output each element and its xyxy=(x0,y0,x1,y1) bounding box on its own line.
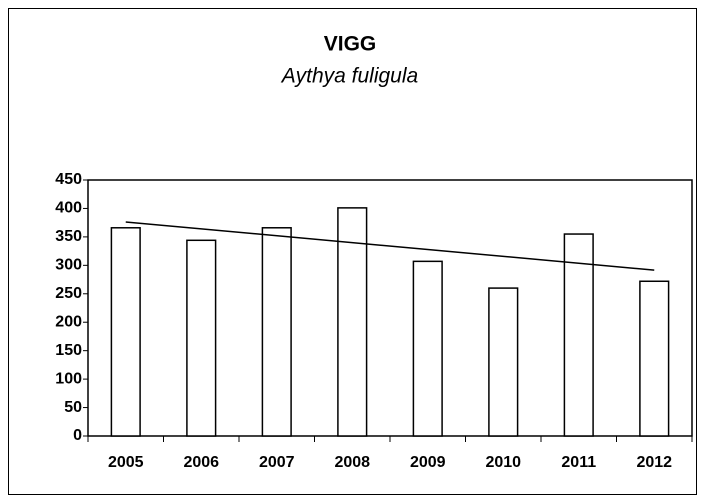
x-tick-label: 2006 xyxy=(183,454,219,471)
y-tick-label: 250 xyxy=(55,285,82,302)
y-tick-label: 50 xyxy=(64,399,82,416)
y-tick-label: 0 xyxy=(73,427,82,444)
x-tick-label: 2010 xyxy=(485,454,521,471)
chart-subtitle: Aythya fuligula xyxy=(280,65,418,88)
bar xyxy=(337,207,368,437)
y-tick-label: 400 xyxy=(55,200,82,217)
x-tick-label: 2005 xyxy=(108,454,144,471)
y-tick-label: 350 xyxy=(55,228,82,245)
x-tick-label: 2009 xyxy=(410,454,446,471)
y-tick-label: 450 xyxy=(55,171,82,188)
y-tick-label: 200 xyxy=(55,313,82,330)
bar xyxy=(639,280,670,437)
bar xyxy=(261,227,292,437)
trend-line xyxy=(125,221,655,271)
x-tick-label: 2008 xyxy=(334,454,370,471)
bar xyxy=(186,239,217,437)
bar xyxy=(488,287,519,437)
y-tick-label: 100 xyxy=(55,370,82,387)
bar xyxy=(412,260,443,437)
x-tick-label: 2007 xyxy=(259,454,295,471)
y-tick-label: 150 xyxy=(55,342,82,359)
chart-title: VIGG xyxy=(324,33,377,56)
x-tick-label: 2012 xyxy=(636,454,672,471)
bar xyxy=(563,233,594,437)
y-tick-label: 300 xyxy=(55,257,82,274)
x-tick-label: 2011 xyxy=(561,454,596,471)
bar xyxy=(110,227,141,437)
